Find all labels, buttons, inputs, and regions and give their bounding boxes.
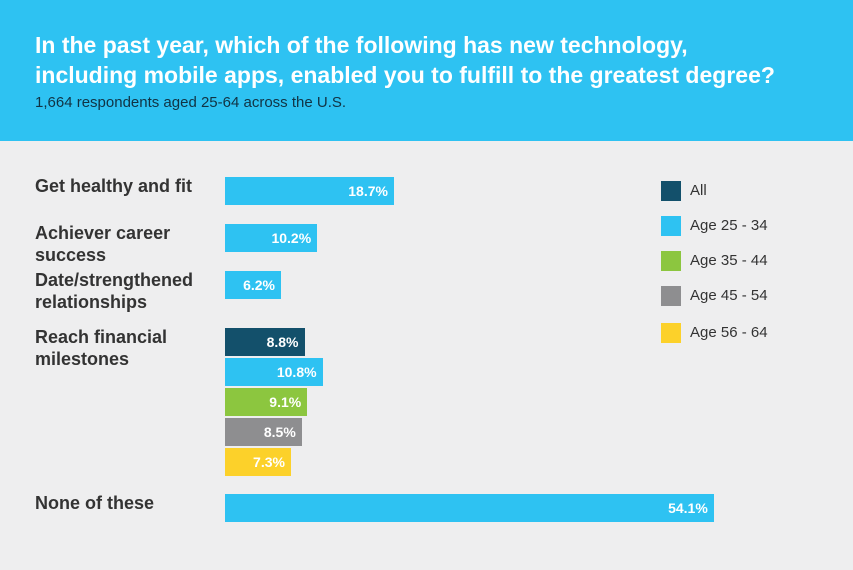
category-label-line: Get healthy and fit bbox=[35, 176, 193, 196]
bar: 18.7% bbox=[225, 177, 394, 205]
category-label: Date/strengthened relationships bbox=[35, 269, 220, 313]
category-label-line: milestones bbox=[35, 349, 130, 369]
category-label: Achiever career success bbox=[35, 222, 220, 266]
legend-label: All bbox=[690, 182, 707, 199]
legend-swatch bbox=[661, 286, 681, 306]
legend-swatch bbox=[661, 323, 681, 343]
bar: 6.2% bbox=[225, 271, 282, 299]
chart-title-line-2: including mobile apps, enabled you to fu… bbox=[35, 62, 775, 88]
category-label-line: Achiever career bbox=[35, 223, 171, 243]
bar: 9.1% bbox=[225, 388, 308, 416]
bar: 8.5% bbox=[225, 418, 302, 446]
category-label-line: success bbox=[35, 245, 107, 265]
bar-value-label: 9.1% bbox=[269, 394, 302, 410]
legend-swatch bbox=[661, 181, 681, 201]
category-label: None of these bbox=[35, 492, 220, 514]
bar-value-label: 7.3% bbox=[253, 454, 285, 470]
bar: 7.3% bbox=[225, 448, 291, 476]
bar-value-label: 54.1% bbox=[668, 500, 708, 516]
legend-label: Age 45 - 54 bbox=[690, 287, 768, 304]
legend-swatch bbox=[661, 216, 681, 236]
bar-value-label: 10.2% bbox=[271, 230, 312, 246]
chart-title: In the past year, which of the following… bbox=[35, 30, 835, 90]
chart-header: In the past year, which of the following… bbox=[0, 0, 853, 141]
chart-subtitle: 1,664 respondents aged 25-64 across the … bbox=[35, 94, 347, 111]
bar: 10.2% bbox=[225, 224, 318, 252]
bar-value-label: 18.7% bbox=[348, 183, 388, 199]
legend-label: Age 25 - 34 bbox=[690, 217, 768, 234]
bar-value-label: 8.8% bbox=[266, 334, 299, 350]
category-label: Reach financial milestones bbox=[35, 326, 220, 370]
bar-value-label: 8.5% bbox=[263, 424, 296, 440]
legend-swatch bbox=[661, 251, 681, 271]
bar: 54.1% bbox=[225, 494, 714, 522]
category-label-line: relationships bbox=[35, 292, 148, 312]
category-label: Get healthy and fit bbox=[35, 175, 220, 197]
category-label-line: Reach financial bbox=[35, 327, 168, 347]
chart-title-line-1: In the past year, which of the following… bbox=[35, 32, 688, 58]
bar: 10.8% bbox=[225, 358, 323, 386]
bar-value-label: 6.2% bbox=[243, 277, 276, 293]
legend-label: Age 56 - 64 bbox=[690, 324, 768, 341]
bar: 8.8% bbox=[225, 328, 305, 356]
bar-value-label: 10.8% bbox=[276, 364, 317, 380]
category-label-line: Date/strengthened bbox=[35, 270, 194, 290]
category-label-line: None of these bbox=[35, 493, 155, 513]
legend-label: Age 35 - 44 bbox=[690, 252, 768, 269]
